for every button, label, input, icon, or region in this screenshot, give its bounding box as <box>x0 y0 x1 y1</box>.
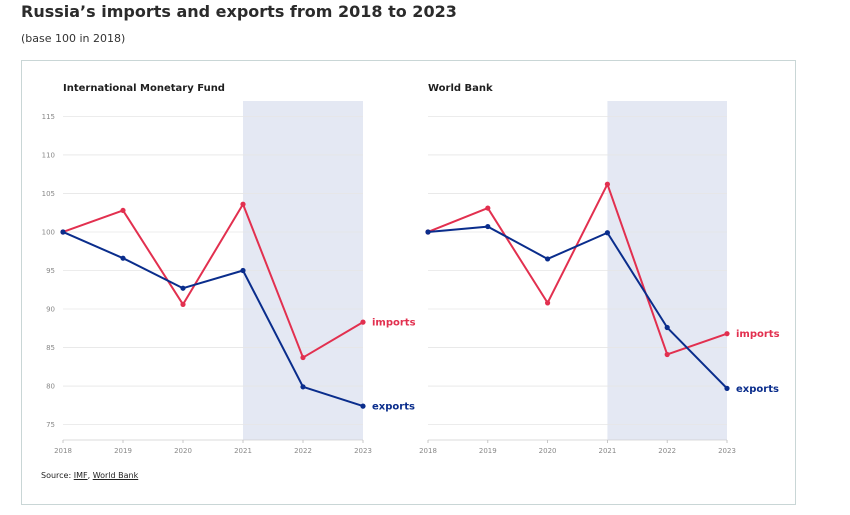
panel-title: World Bank <box>428 83 493 94</box>
chart-frame <box>21 60 796 505</box>
y-tick-label: 100 <box>42 228 55 236</box>
exports-series-label: exports <box>736 384 779 395</box>
imports-point <box>180 301 186 307</box>
page-title: Russia’s imports and exports from 2018 t… <box>21 2 457 21</box>
exports-point <box>545 256 551 262</box>
x-tick-label: 2018 <box>419 447 437 455</box>
exports-point <box>60 229 66 235</box>
imports-point <box>300 354 306 361</box>
imports-point <box>724 331 730 337</box>
y-tick-label: 80 <box>46 383 55 391</box>
y-tick-label: 105 <box>42 190 55 198</box>
x-tick-label: 2022 <box>294 447 312 455</box>
y-tick-label: 110 <box>42 151 55 159</box>
x-tick-label: 2020 <box>539 447 557 455</box>
y-tick-label: 75 <box>46 421 55 429</box>
x-tick-label: 2019 <box>114 447 132 455</box>
source-link-imf[interactable]: IMF <box>73 471 88 480</box>
source-link-world-bank[interactable]: World Bank <box>92 471 139 480</box>
source-note: Source: IMF, World Bank <box>41 471 138 480</box>
imports-line <box>62 203 364 359</box>
imf-panel: 75 80 85 90 95 100 105 110 115 2018 2019 2020 2021 20… <box>42 83 416 455</box>
source-separator: , <box>87 471 91 480</box>
imports-point <box>485 205 491 211</box>
exports-point <box>120 255 126 261</box>
imports-point <box>545 300 551 306</box>
panel-title: International Monetary Fund <box>63 83 225 94</box>
imports-point <box>360 319 366 325</box>
y-tick-label: 85 <box>46 344 55 352</box>
imports-series-label: imports <box>372 318 416 329</box>
exports-point <box>664 324 670 331</box>
exports-point <box>240 267 246 274</box>
y-tick-label: 90 <box>46 306 55 314</box>
exports-point <box>300 384 306 390</box>
x-tick-label: 2023 <box>354 447 372 455</box>
x-tick-label: 2022 <box>658 447 676 455</box>
imports-point <box>604 181 611 187</box>
exports-point <box>180 285 186 291</box>
exports-point <box>724 385 730 391</box>
chart-subtitle: (base 100 in 2018) <box>21 32 126 45</box>
exports-line <box>427 225 728 390</box>
exports-point <box>360 403 366 409</box>
world-bank-panel: 2018 2019 2020 2021 2022 2023 World Bank import… <box>419 83 780 455</box>
exports-line <box>62 231 364 408</box>
exports-series-label: exports <box>372 402 415 413</box>
exports-point <box>604 230 611 236</box>
exports-point <box>485 223 491 230</box>
imports-point <box>664 351 670 358</box>
x-tick-label: 2021 <box>234 447 252 455</box>
x-tick-label: 2020 <box>174 447 192 455</box>
y-tick-label: 115 <box>42 113 55 121</box>
x-tick-label: 2023 <box>718 447 736 455</box>
x-tick-label: 2018 <box>54 447 72 455</box>
x-tick-label: 2021 <box>598 447 616 455</box>
y-tick-label: 95 <box>46 267 55 275</box>
imports-point <box>120 207 126 214</box>
imports-series-label: imports <box>736 329 780 340</box>
imports-point <box>240 201 246 207</box>
x-tick-label: 2019 <box>479 447 497 455</box>
exports-point <box>425 229 431 235</box>
imports-line <box>427 183 728 356</box>
source-prefix: Source: <box>41 471 72 480</box>
